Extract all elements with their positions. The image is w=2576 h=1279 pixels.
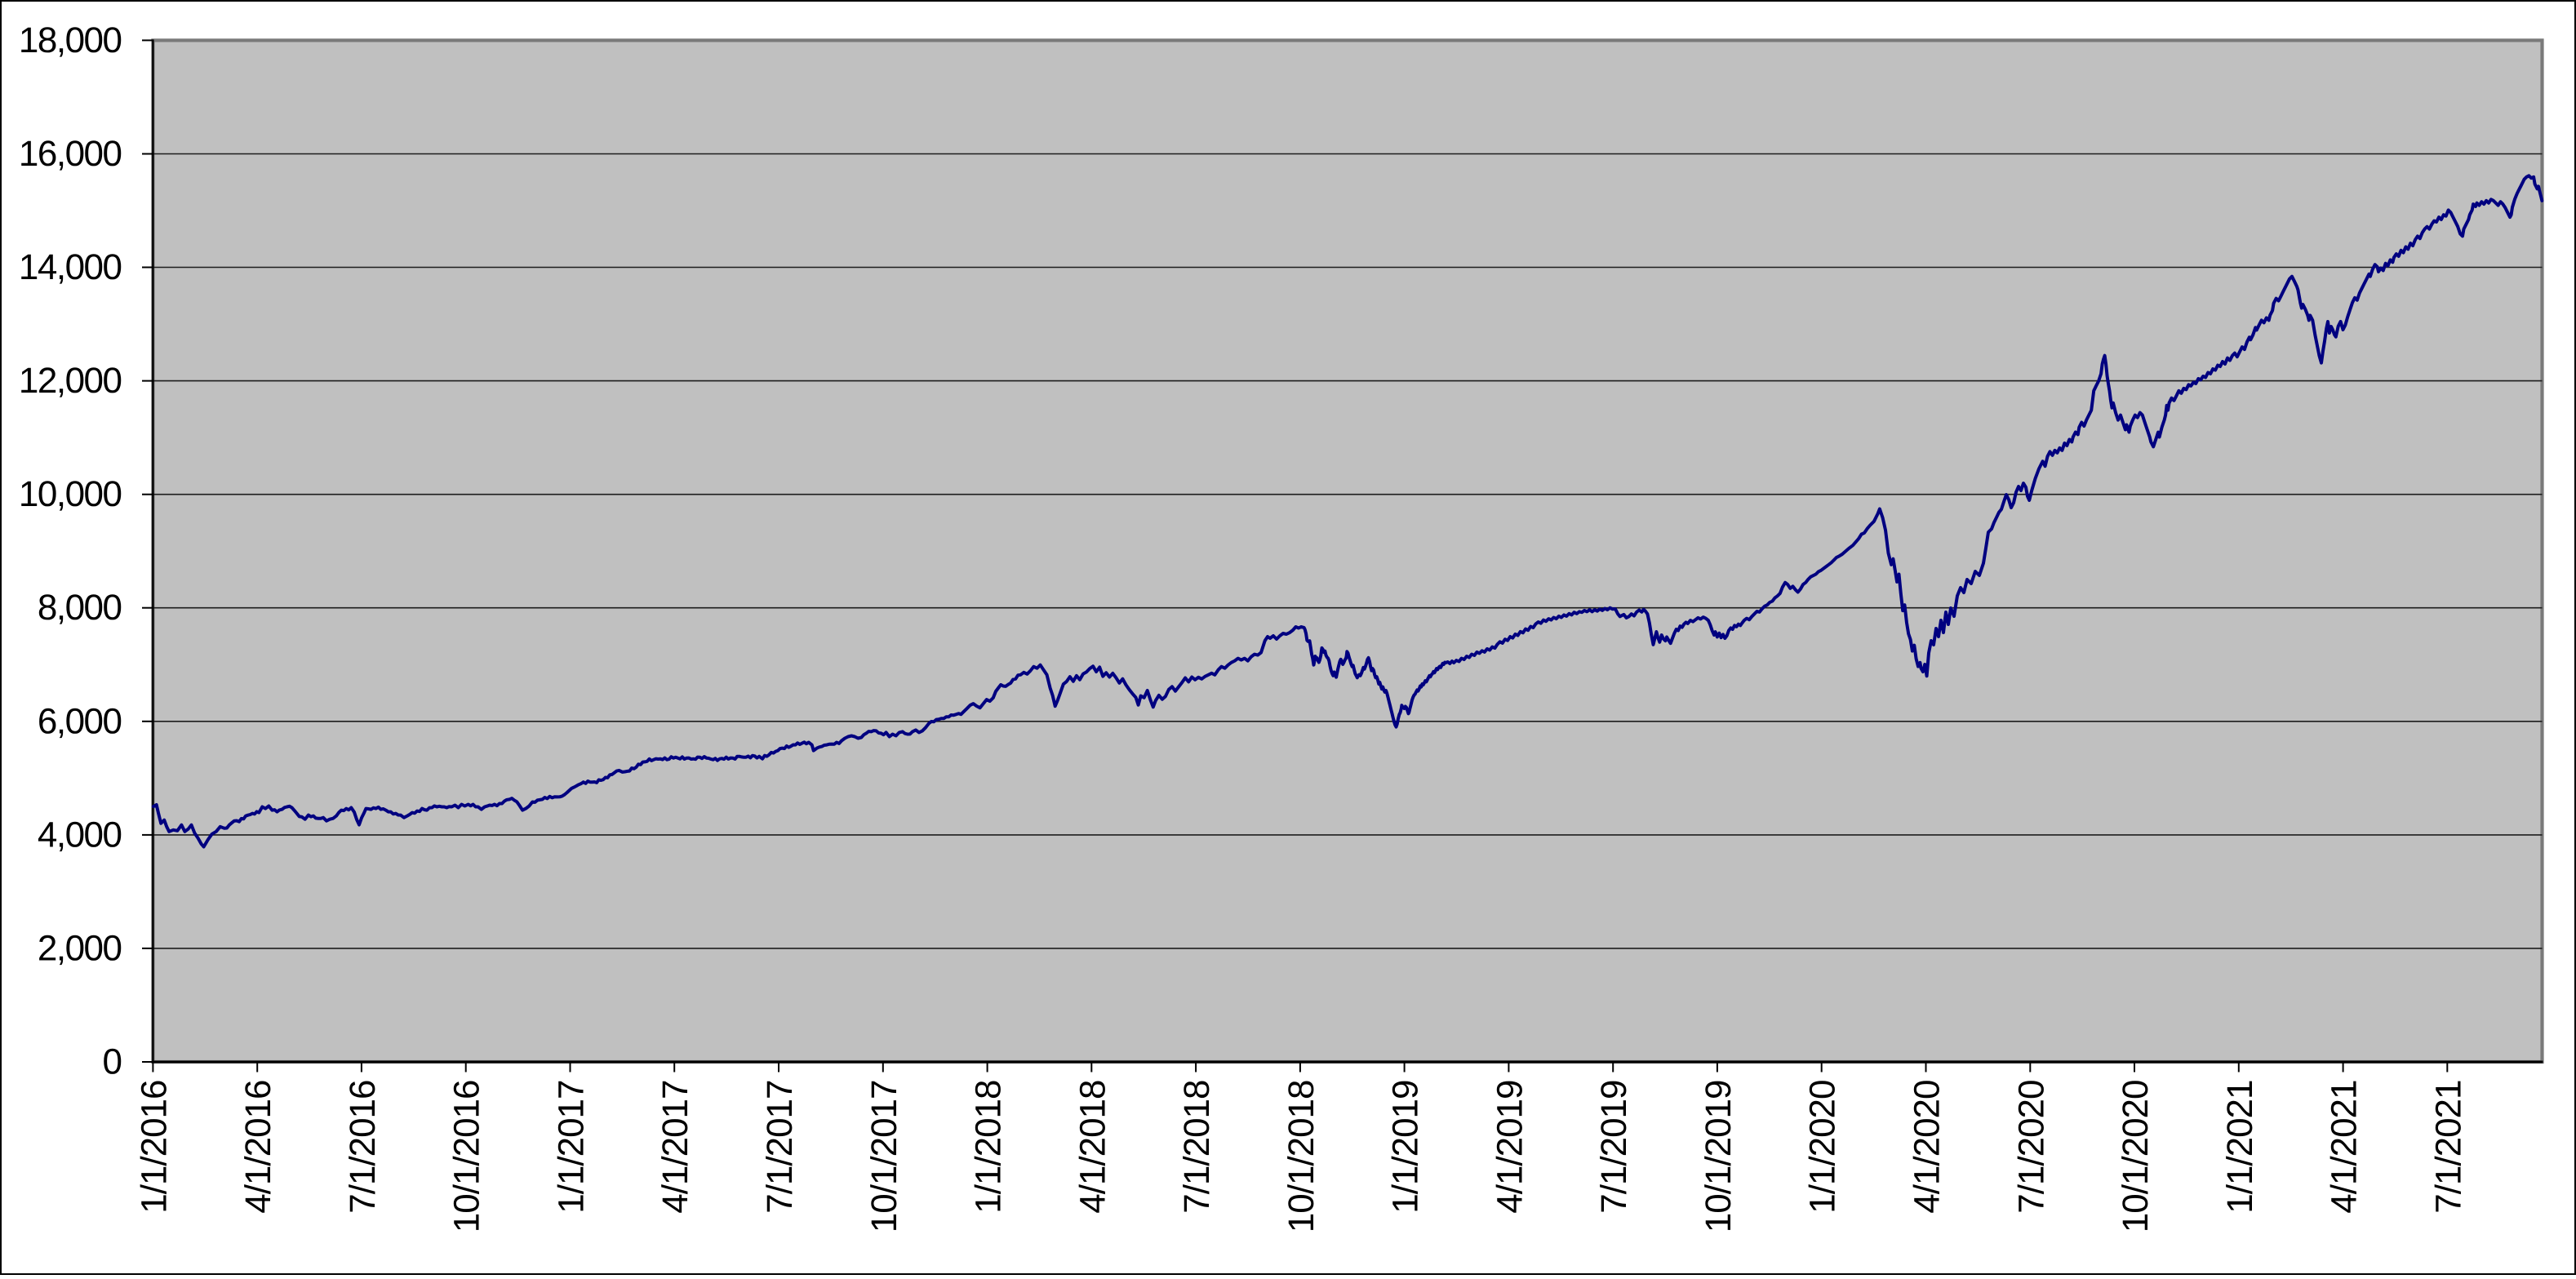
svg-text:0: 0 <box>103 1042 122 1082</box>
svg-text:16,000: 16,000 <box>19 134 122 174</box>
svg-text:10/1/2018: 10/1/2018 <box>1281 1081 1321 1233</box>
svg-text:12,000: 12,000 <box>19 361 122 401</box>
svg-text:6,000: 6,000 <box>38 701 122 741</box>
svg-text:14,000: 14,000 <box>19 247 122 287</box>
svg-text:4,000: 4,000 <box>38 815 122 855</box>
svg-text:7/1/2019: 7/1/2019 <box>1594 1081 1634 1214</box>
svg-text:1/1/2019: 1/1/2019 <box>1386 1081 1426 1214</box>
svg-text:1/1/2016: 1/1/2016 <box>134 1081 174 1214</box>
svg-text:7/1/2018: 7/1/2018 <box>1177 1081 1217 1214</box>
svg-text:1/1/2021: 1/1/2021 <box>2220 1081 2260 1214</box>
svg-text:10,000: 10,000 <box>19 474 122 514</box>
svg-text:1/1/2018: 1/1/2018 <box>969 1081 1009 1214</box>
svg-text:4/1/2016: 4/1/2016 <box>238 1081 278 1214</box>
svg-text:1/1/2020: 1/1/2020 <box>1803 1081 1843 1214</box>
svg-text:7/1/2017: 7/1/2017 <box>760 1081 800 1214</box>
svg-text:4/1/2021: 4/1/2021 <box>2325 1081 2365 1214</box>
svg-text:7/1/2020: 7/1/2020 <box>2011 1081 2051 1214</box>
svg-text:4/1/2019: 4/1/2019 <box>1490 1081 1530 1214</box>
svg-text:2,000: 2,000 <box>38 928 122 968</box>
svg-text:10/1/2016: 10/1/2016 <box>447 1081 487 1233</box>
svg-text:7/1/2016: 7/1/2016 <box>343 1081 383 1214</box>
svg-text:8,000: 8,000 <box>38 588 122 628</box>
svg-text:10/1/2020: 10/1/2020 <box>2116 1081 2156 1233</box>
svg-text:4/1/2020: 4/1/2020 <box>1908 1081 1948 1214</box>
svg-text:10/1/2019: 10/1/2019 <box>1699 1081 1739 1233</box>
svg-text:1/1/2017: 1/1/2017 <box>552 1081 592 1214</box>
svg-text:18,000: 18,000 <box>19 20 122 60</box>
svg-text:4/1/2018: 4/1/2018 <box>1073 1081 1113 1214</box>
svg-text:4/1/2017: 4/1/2017 <box>655 1081 695 1214</box>
svg-text:7/1/2021: 7/1/2021 <box>2428 1081 2468 1214</box>
svg-text:10/1/2017: 10/1/2017 <box>864 1081 904 1233</box>
